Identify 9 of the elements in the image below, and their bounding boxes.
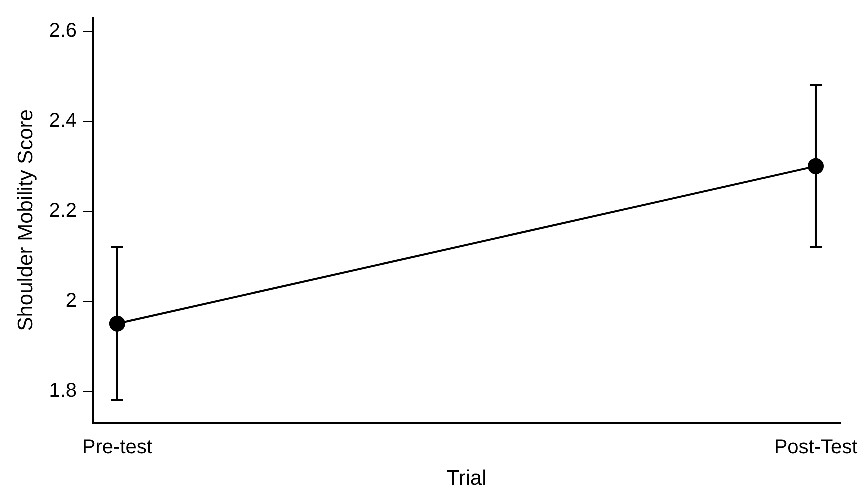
y-tick-label: 2.4 xyxy=(49,110,78,132)
y-tick-label: 2 xyxy=(66,290,78,312)
y-tick-label: 1.8 xyxy=(49,380,78,402)
y-tick-label: 2.2 xyxy=(49,200,78,222)
y-axis-title: Shoulder Mobility Score xyxy=(14,110,38,332)
x-tick-label: Post-Test xyxy=(774,436,858,458)
x-tick-label: Pre-test xyxy=(82,436,153,458)
y-tick-label: 2.6 xyxy=(49,20,78,42)
x-axis-title: Trial xyxy=(446,467,487,490)
